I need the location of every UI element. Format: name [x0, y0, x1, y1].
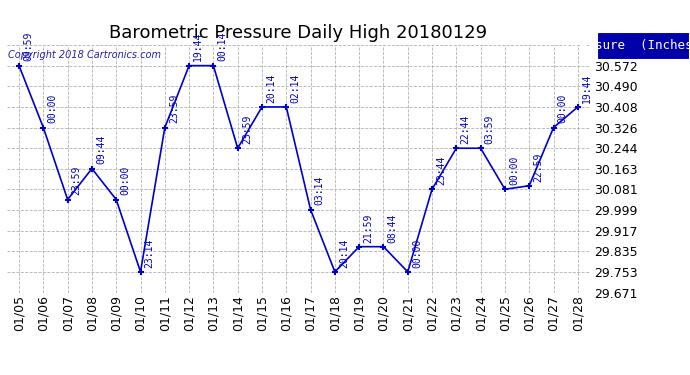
- Text: Pressure  (Inches/Hg): Pressure (Inches/Hg): [564, 39, 690, 53]
- Text: 09:44: 09:44: [96, 135, 106, 165]
- Text: 00:00: 00:00: [120, 166, 130, 195]
- Text: 02:14: 02:14: [290, 74, 300, 103]
- Title: Barometric Pressure Daily High 20180129: Barometric Pressure Daily High 20180129: [109, 24, 488, 42]
- Text: 08:44: 08:44: [388, 213, 397, 243]
- Text: 00:00: 00:00: [509, 156, 519, 185]
- Text: 03:14: 03:14: [315, 176, 325, 206]
- Text: 20:14: 20:14: [339, 238, 349, 268]
- Text: 00:00: 00:00: [48, 94, 57, 123]
- Text: 23:59: 23:59: [169, 94, 179, 123]
- Text: 23:44: 23:44: [436, 156, 446, 185]
- Text: 22:44: 22:44: [460, 115, 471, 144]
- Text: 23:14: 23:14: [145, 238, 155, 268]
- Text: 21:59: 21:59: [364, 213, 373, 243]
- Text: 03:59: 03:59: [485, 115, 495, 144]
- Text: 00:00: 00:00: [558, 94, 568, 123]
- Text: 22:59: 22:59: [533, 152, 544, 182]
- Text: 00:00: 00:00: [412, 238, 422, 268]
- Text: 23:59: 23:59: [72, 166, 82, 195]
- Text: 20:14: 20:14: [266, 74, 276, 103]
- Text: 19:44: 19:44: [193, 32, 204, 62]
- Text: 09:59: 09:59: [23, 32, 33, 62]
- Text: 19:44: 19:44: [582, 74, 592, 103]
- Text: Copyright 2018 Cartronics.com: Copyright 2018 Cartronics.com: [8, 50, 161, 60]
- Text: 23:59: 23:59: [242, 115, 252, 144]
- Text: 00:14: 00:14: [217, 32, 228, 62]
